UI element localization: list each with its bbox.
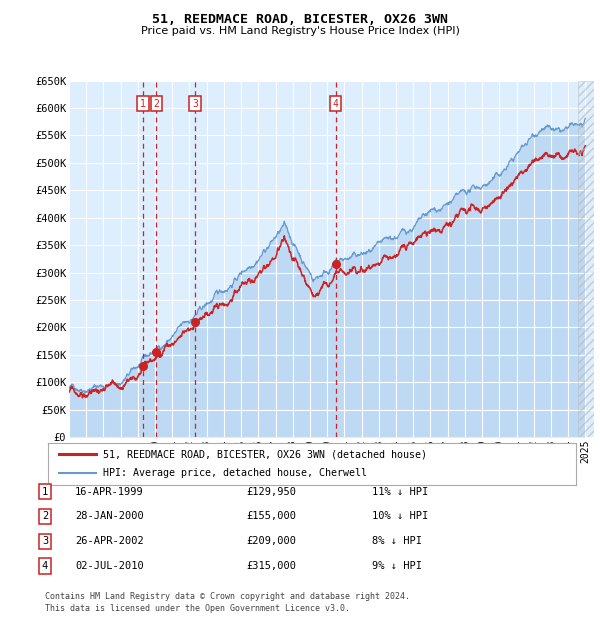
Text: £209,000: £209,000 [246, 536, 296, 546]
Text: Contains HM Land Registry data © Crown copyright and database right 2024.
This d: Contains HM Land Registry data © Crown c… [45, 591, 410, 613]
Text: 3: 3 [192, 99, 198, 108]
Text: 9% ↓ HPI: 9% ↓ HPI [372, 561, 422, 571]
Text: 26-APR-2002: 26-APR-2002 [75, 536, 144, 546]
Text: 16-APR-1999: 16-APR-1999 [75, 487, 144, 497]
Text: 51, REEDMACE ROAD, BICESTER, OX26 3WN (detached house): 51, REEDMACE ROAD, BICESTER, OX26 3WN (d… [103, 449, 427, 459]
Text: HPI: Average price, detached house, Cherwell: HPI: Average price, detached house, Cher… [103, 469, 367, 479]
Text: 02-JUL-2010: 02-JUL-2010 [75, 561, 144, 571]
Text: 4: 4 [42, 561, 48, 571]
Text: £129,950: £129,950 [246, 487, 296, 497]
Text: 4: 4 [333, 99, 339, 108]
Text: 2: 2 [42, 512, 48, 521]
Text: £155,000: £155,000 [246, 512, 296, 521]
Text: £315,000: £315,000 [246, 561, 296, 571]
Text: 8% ↓ HPI: 8% ↓ HPI [372, 536, 422, 546]
Text: 28-JAN-2000: 28-JAN-2000 [75, 512, 144, 521]
Text: 1: 1 [140, 99, 146, 108]
Text: 10% ↓ HPI: 10% ↓ HPI [372, 512, 428, 521]
Text: 51, REEDMACE ROAD, BICESTER, OX26 3WN: 51, REEDMACE ROAD, BICESTER, OX26 3WN [152, 13, 448, 26]
Text: 11% ↓ HPI: 11% ↓ HPI [372, 487, 428, 497]
Text: 3: 3 [42, 536, 48, 546]
Text: 1: 1 [42, 487, 48, 497]
Text: 2: 2 [154, 99, 160, 108]
Text: Price paid vs. HM Land Registry's House Price Index (HPI): Price paid vs. HM Land Registry's House … [140, 26, 460, 36]
